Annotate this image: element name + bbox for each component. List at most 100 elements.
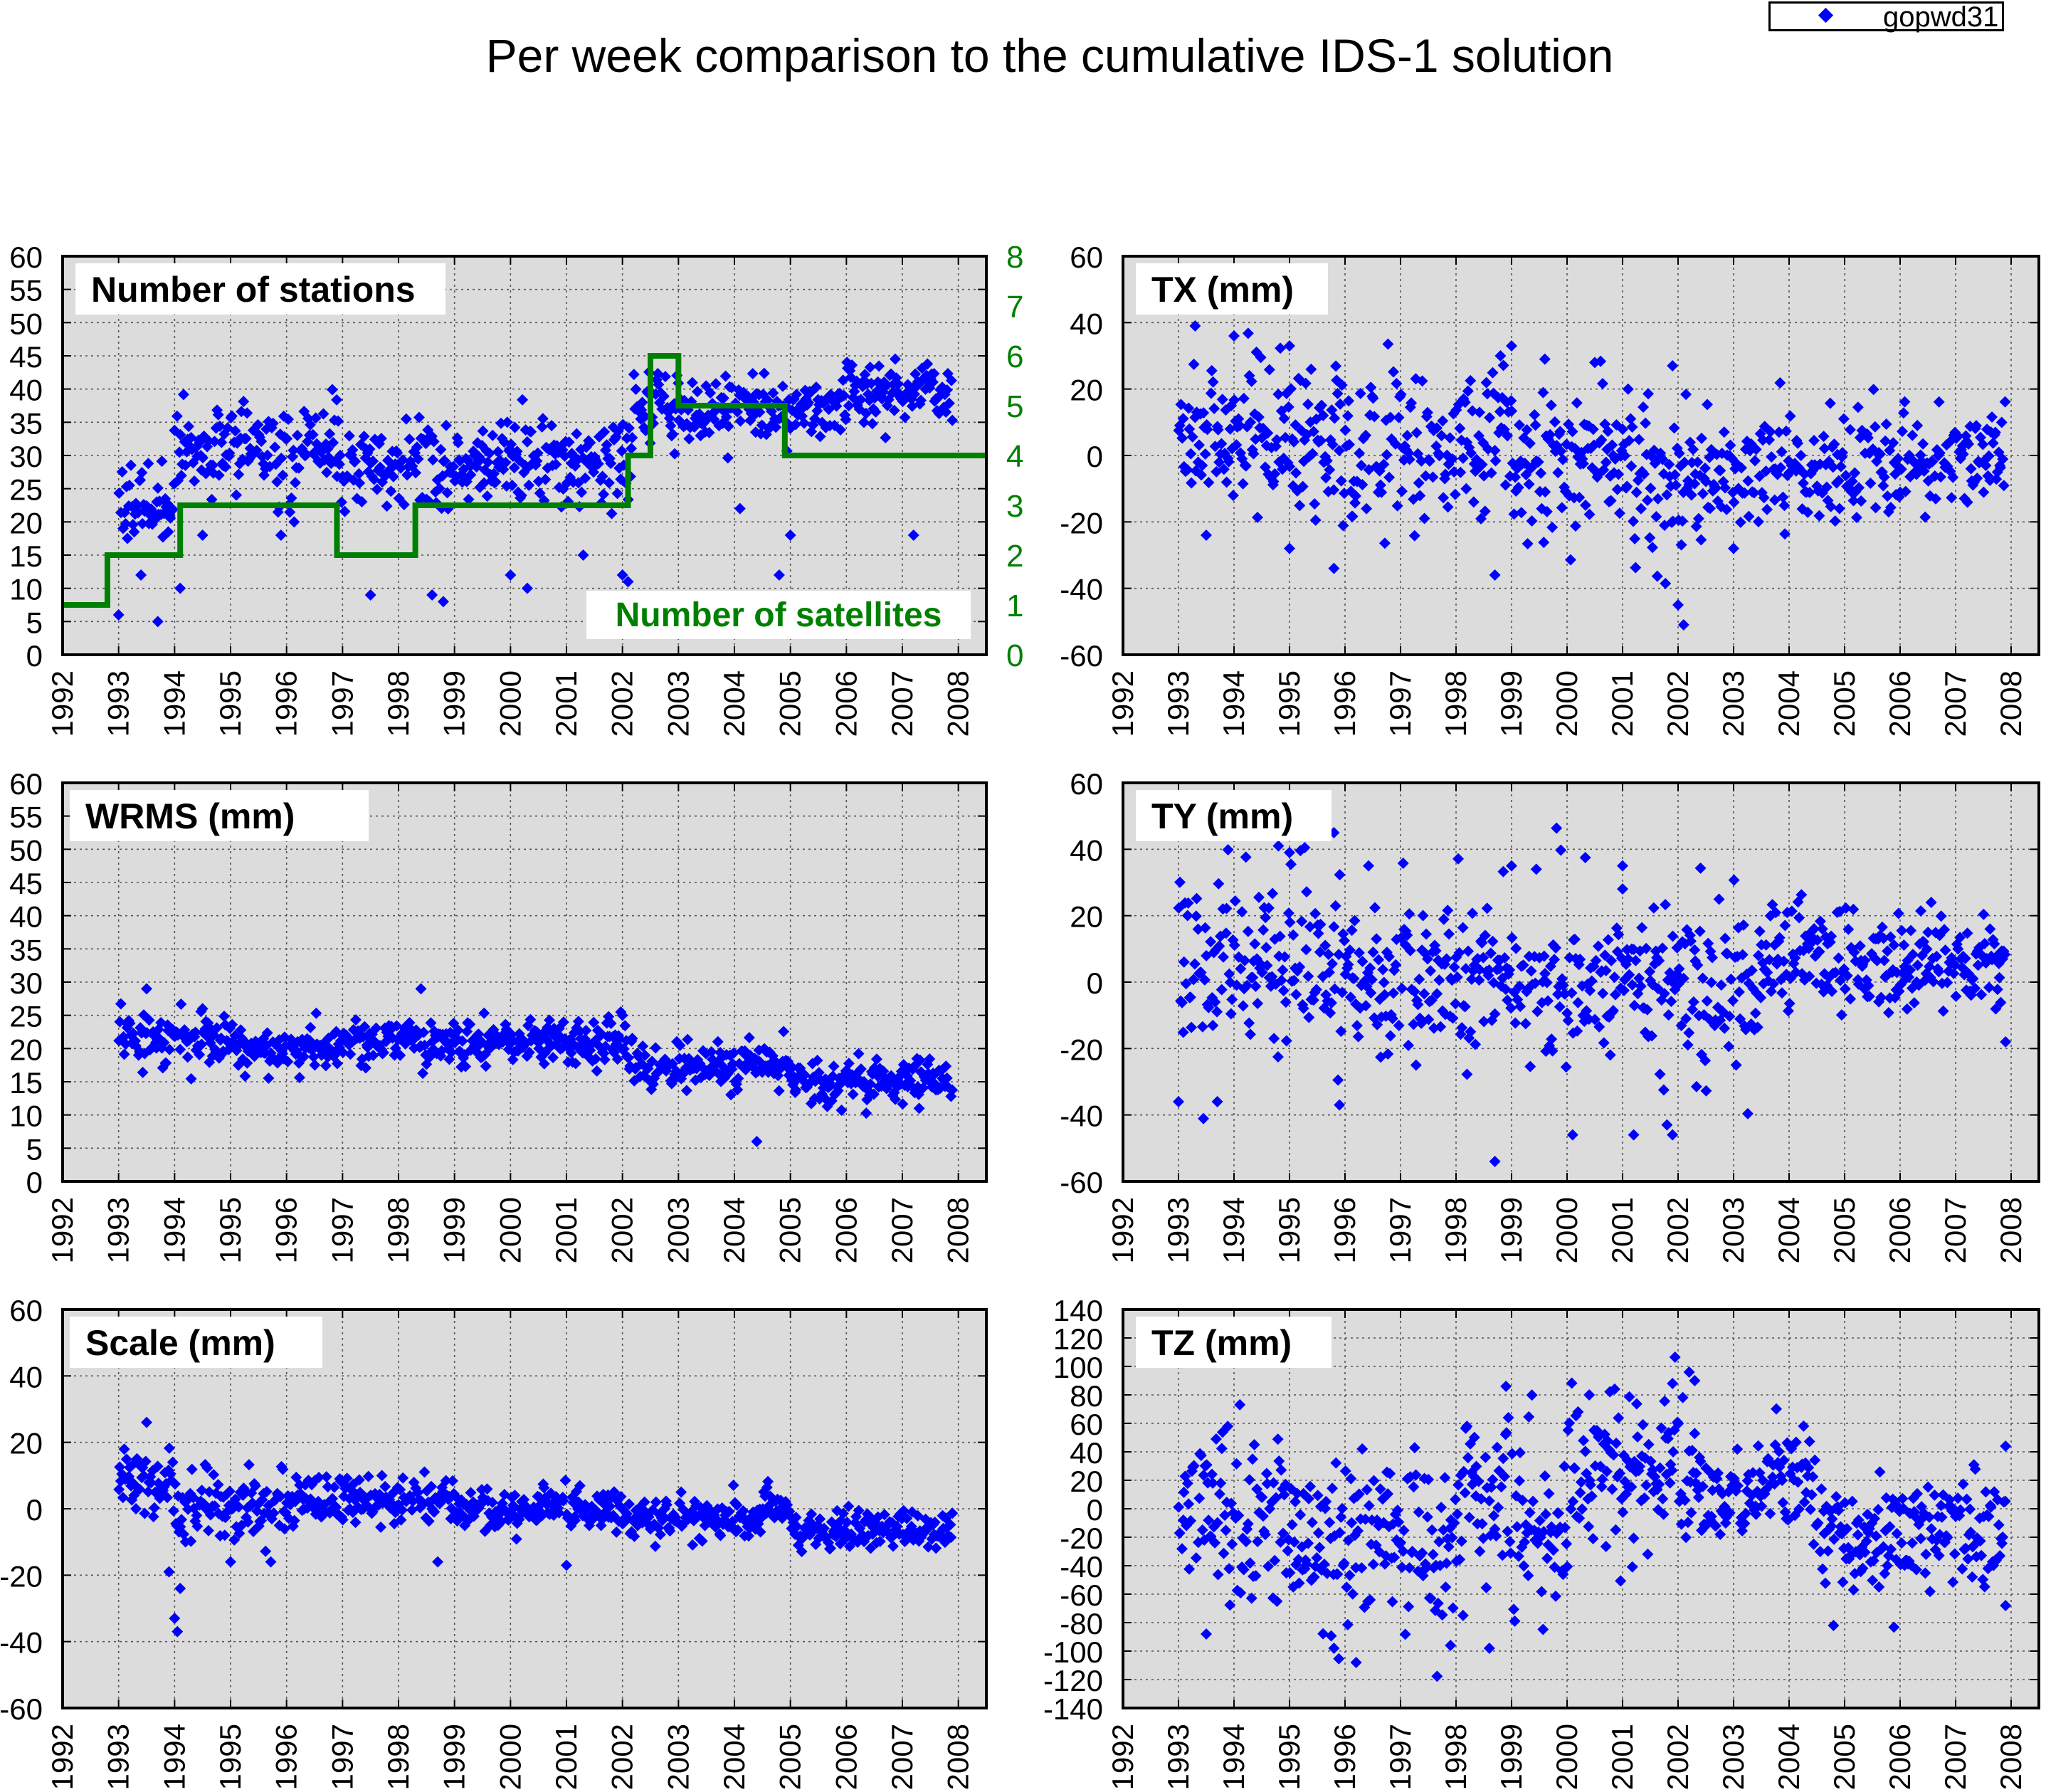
y-tick-label: 55	[9, 274, 43, 307]
data-point	[784, 529, 796, 541]
data-point	[717, 392, 729, 404]
x-tick-label: 1998	[381, 670, 415, 737]
data-point	[941, 384, 953, 396]
data-point	[1818, 431, 1830, 443]
data-point	[1897, 407, 1909, 419]
x-tick-label: 1999	[438, 670, 471, 737]
data-point	[175, 998, 187, 1011]
data-point	[1728, 496, 1740, 508]
data-point	[858, 416, 870, 428]
x-tick-label: 2002	[606, 1724, 639, 1790]
data-point	[1465, 374, 1477, 386]
data-point	[1853, 482, 1865, 494]
data-point	[261, 449, 273, 461]
data-point	[1497, 359, 1509, 371]
data-point	[116, 466, 128, 478]
data-point	[1487, 367, 1499, 379]
data-point	[185, 1072, 197, 1085]
data-point	[1630, 562, 1642, 574]
data-point	[1827, 461, 1839, 473]
data-point	[354, 477, 366, 489]
data-point	[1978, 486, 1990, 498]
x-tick-label: 2006	[829, 670, 863, 737]
y-tick-label: 60	[9, 241, 43, 274]
data-point	[1663, 458, 1675, 470]
x-tick-label: 2001	[549, 1197, 583, 1263]
data-point	[1238, 392, 1250, 404]
data-point	[448, 1017, 460, 1029]
data-point	[174, 446, 186, 458]
data-point	[1183, 402, 1195, 414]
data-point	[880, 432, 892, 444]
data-point	[1541, 505, 1553, 517]
data-point	[1739, 487, 1751, 499]
data-point	[367, 1049, 379, 1061]
data-point	[534, 487, 546, 500]
data-point	[532, 447, 544, 459]
x-tick-label: 2001	[549, 1724, 583, 1790]
data-point	[1573, 491, 1586, 503]
data-point	[840, 413, 852, 426]
data-point	[1339, 424, 1351, 436]
data-point	[1552, 467, 1564, 479]
data-point	[1284, 340, 1295, 352]
data-point	[1354, 447, 1366, 459]
data-point	[320, 1060, 332, 1072]
data-point	[291, 429, 303, 441]
x-tick-label: 2008	[1994, 1197, 2027, 1263]
data-point	[401, 469, 413, 481]
data-point	[727, 1058, 739, 1070]
data-point	[859, 369, 871, 381]
data-point	[598, 426, 611, 438]
data-point	[1237, 478, 1249, 490]
data-point	[1367, 392, 1379, 404]
data-point	[1758, 492, 1770, 504]
x-tick-label: 2008	[1994, 670, 2027, 737]
data-point	[803, 396, 815, 409]
data-point	[487, 468, 500, 480]
data-point	[1467, 496, 1480, 508]
data-point	[124, 1017, 136, 1029]
data-point	[1798, 468, 1810, 480]
chart-title-box	[75, 263, 445, 315]
data-point	[223, 447, 236, 459]
data-point	[1208, 402, 1220, 414]
data-point	[1330, 360, 1342, 372]
x-tick-label: 1995	[1272, 670, 1306, 737]
data-point	[1457, 452, 1469, 464]
data-point	[686, 376, 698, 389]
data-point	[1389, 438, 1401, 450]
data-point	[1414, 490, 1426, 502]
data-point	[1899, 396, 1911, 408]
data-point	[1328, 484, 1340, 496]
data-point	[417, 1068, 429, 1080]
data-point	[888, 404, 900, 416]
data-point	[1212, 423, 1224, 436]
data-point	[843, 400, 855, 412]
satellites-label: Number of satellites	[616, 596, 942, 634]
data-point	[464, 1018, 476, 1031]
data-point	[1687, 443, 1699, 455]
data-point	[231, 489, 243, 501]
x-tick-label: 2006	[829, 1197, 863, 1263]
data-point	[1611, 483, 1623, 495]
data-point	[1692, 456, 1704, 468]
data-point	[353, 468, 365, 480]
data-point	[719, 1072, 731, 1084]
y-tick-label: -20	[1060, 506, 1103, 539]
x-tick-label: 1993	[102, 670, 135, 737]
data-point	[1343, 395, 1355, 407]
data-point	[1695, 534, 1707, 546]
data-point	[814, 431, 826, 443]
data-point	[509, 421, 521, 433]
data-point	[307, 428, 319, 441]
data-point	[1704, 502, 1717, 515]
data-point	[1911, 419, 1924, 431]
right-y-tick-label: 0	[1006, 638, 1023, 673]
data-point	[547, 1051, 559, 1063]
data-point	[682, 1033, 694, 1045]
data-point	[1535, 467, 1547, 479]
data-point	[1630, 486, 1642, 498]
